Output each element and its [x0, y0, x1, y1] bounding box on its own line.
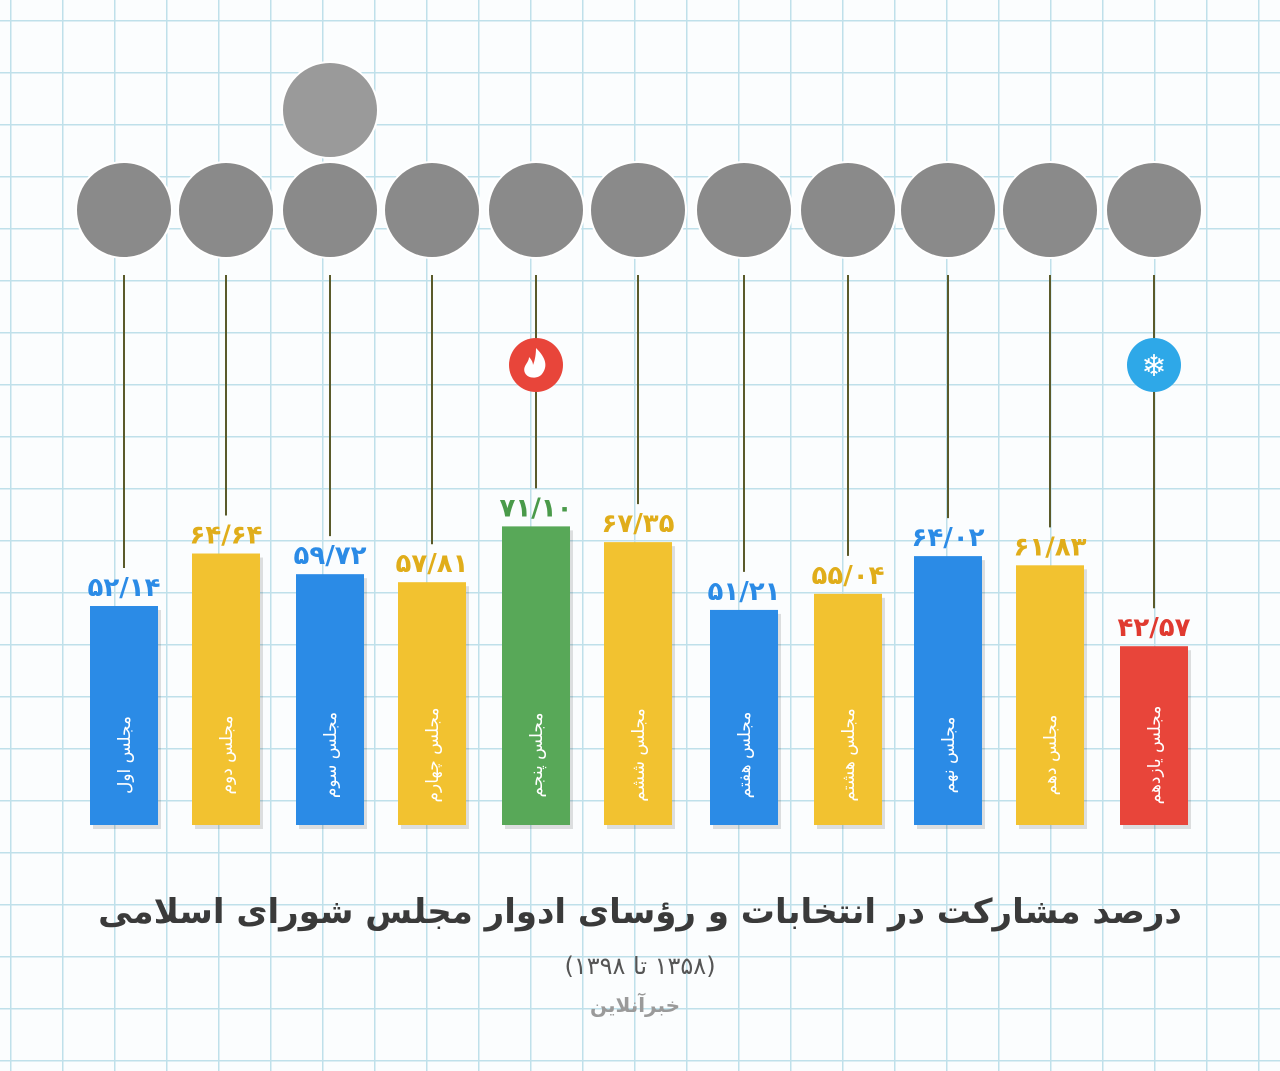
data-label: ۶۴/۶۴: [190, 521, 263, 551]
data-label: ۵۲/۱۴: [88, 573, 161, 603]
speaker-portrait: [383, 161, 481, 259]
data-label: ۶۱/۸۳: [1014, 532, 1087, 562]
data-label: ۷۱/۱۰: [500, 493, 573, 523]
bar: [914, 556, 982, 825]
category-label: مجلس نهم: [939, 717, 959, 794]
category-label: مجلس اول: [115, 716, 135, 794]
speaker-portrait: [1105, 161, 1203, 259]
category-label: مجلس سوم: [321, 712, 341, 798]
chart-subtitle: (۱۳۵۸ تا ۱۳۹۸): [564, 952, 716, 980]
speaker-portrait: [281, 161, 379, 259]
data-label: ۵۱/۲۱: [708, 577, 781, 607]
speaker-portrait: [75, 161, 173, 259]
bar: [1016, 565, 1084, 825]
speaker-portrait: [899, 161, 997, 259]
data-label: ۵۹/۷۲: [294, 541, 367, 571]
category-label: مجلس دهم: [1041, 715, 1061, 796]
data-label: ۵۷/۸۱: [396, 549, 469, 579]
data-label: ۶۷/۳۵: [602, 509, 675, 539]
data-label: ۶۴/۰۲: [912, 523, 985, 553]
snowflake-glyph: ❄: [1141, 349, 1166, 384]
category-label: مجلس هفتم: [735, 712, 755, 799]
speaker-portrait: [589, 161, 687, 259]
bar: [1120, 646, 1188, 825]
speaker-portrait-extra: [281, 61, 379, 159]
snowflake-icon: [1127, 338, 1181, 392]
category-label: مجلس یازدهم: [1145, 706, 1165, 805]
bar: [814, 593, 882, 825]
bar: [502, 526, 570, 825]
speaker-portrait: [799, 161, 897, 259]
data-label: ۴۲/۵۷: [1118, 613, 1191, 643]
bar: [192, 553, 260, 825]
category-label: مجلس چهارم: [423, 707, 443, 802]
bar: [296, 574, 364, 825]
bar: [398, 582, 466, 825]
bar: [90, 606, 158, 825]
speaker-portrait: [487, 161, 585, 259]
bar: [710, 609, 778, 825]
category-label: مجلس دوم: [217, 715, 237, 794]
category-label: مجلس پنجم: [527, 713, 547, 798]
speaker-portrait: [177, 161, 275, 259]
speaker-portrait: [1001, 161, 1099, 259]
fire-glyph: [524, 348, 546, 378]
bar: [604, 542, 672, 825]
logo: خبرآنلاین: [590, 993, 681, 1017]
speaker-portrait: [695, 161, 793, 259]
category-label: مجلس ششم: [629, 708, 649, 802]
category-label: مجلس هشتم: [839, 708, 859, 801]
chart-title: درصد مشارکت در انتخابات و رؤسای ادوار مج…: [98, 892, 1182, 932]
data-label: ۵۵/۰۴: [812, 561, 885, 591]
